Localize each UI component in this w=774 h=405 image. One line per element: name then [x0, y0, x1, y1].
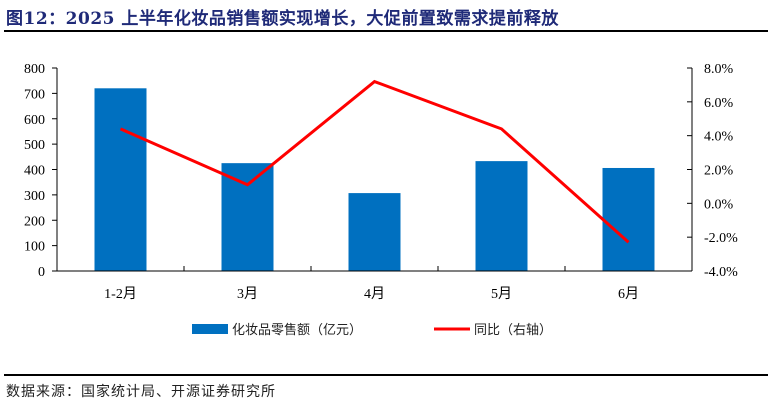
left-axis-tick-label: 0	[38, 265, 45, 280]
legend-line-label: 同比（右轴）	[474, 323, 552, 338]
chart-title: 图12：2025 上半年化妆品销售额实现增长，大促前置致需求提前释放	[6, 9, 559, 29]
left-axis-tick-label: 800	[24, 62, 45, 77]
bar-4	[475, 161, 528, 271]
right-axis-tick-label: -4.0%	[704, 265, 738, 280]
right-axis-tick-label: 0.0%	[704, 197, 734, 212]
x-axis-category-label: 6月	[618, 286, 639, 302]
right-axis-tick-label: 8.0%	[704, 62, 734, 77]
left-axis-tick-label: 600	[24, 113, 45, 128]
bar-5	[602, 167, 655, 271]
legend-bar-swatch	[192, 324, 228, 334]
yoy-line-series	[119, 79, 630, 244]
bar-2	[221, 163, 274, 271]
axes: 0 100 200 300 400 500 600 700 800 -4.0% -2.0% 0.0% 2…	[24, 62, 738, 302]
legend-bar-label: 化妆品零售额（亿元）	[232, 322, 362, 338]
right-axis-tick-label: 4.0%	[704, 130, 734, 145]
legend: 化妆品零售额（亿元） 同比（右轴）	[192, 322, 552, 338]
bar-3	[348, 193, 401, 271]
left-axis-tick-label: 100	[24, 240, 45, 255]
x-axis-category-label: 4月	[364, 286, 385, 302]
right-axis-tick-label: 6.0%	[704, 96, 734, 111]
left-axis-tick-label: 300	[24, 189, 45, 204]
left-axis-tick-label: 500	[24, 138, 45, 153]
right-axis-tick-label: -2.0%	[704, 231, 738, 246]
x-axis-category-label: 1-2月	[104, 286, 137, 302]
bar-series	[94, 88, 655, 271]
source-divider	[4, 374, 768, 376]
x-axis-category-label: 3月	[237, 286, 258, 302]
title-divider	[4, 30, 768, 32]
x-axis-category-label: 5月	[491, 286, 512, 302]
left-axis-tick-label: 200	[24, 214, 45, 229]
right-axis-tick-label: 2.0%	[704, 164, 734, 179]
left-axis-tick-label: 700	[24, 87, 45, 102]
bar-1	[94, 88, 147, 271]
left-axis-tick-label: 400	[24, 164, 45, 179]
data-source: 数据来源：国家统计局、开源证券研究所	[6, 384, 276, 400]
